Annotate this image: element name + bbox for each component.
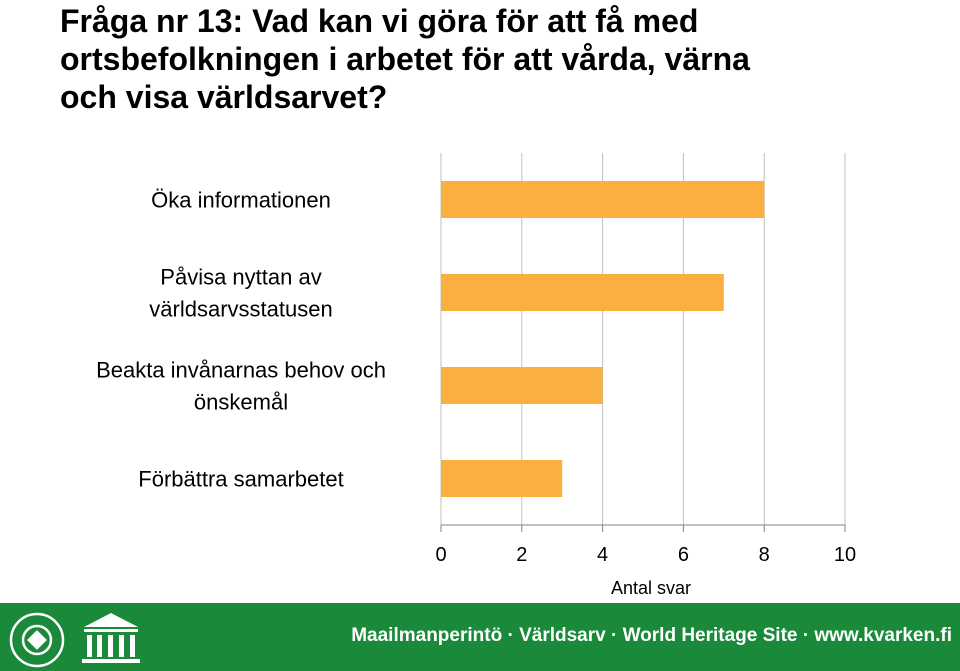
bar-1 [441,274,724,311]
x-tick-label-0: 0 [435,544,446,566]
footer-banner: Maailmanperintö · Världsarv · World Heri… [0,603,960,671]
category-label-2-line-1: önskemål [194,390,288,415]
bars [441,181,765,497]
category-labels: Öka informationen Påvisa nyttan av världsa… [96,188,386,492]
title-line-2: ortsbefolkningen i arbetet för att vårda… [60,41,750,77]
category-label-2: Beakta invånarnas behov och önskemål [96,358,386,415]
category-label-3-line-0: Förbättra samarbetet [138,467,343,492]
x-tick-label-3: 6 [678,544,689,566]
title-line-1: Fråga nr 13: Vad kan vi göra för att få … [60,3,699,39]
bar-2 [441,367,603,404]
bar-0 [441,181,765,218]
world-heritage-emblem-icon [9,612,65,668]
category-label-3: Förbättra samarbetet [138,467,343,492]
category-label-1: Påvisa nyttan av världsarvsstatusen [149,265,332,322]
x-axis-title: Antal svar [611,578,691,598]
category-label-1-line-1: världsarvsstatusen [149,297,332,322]
x-tick-label-2: 4 [597,544,608,566]
page-title: Fråga nr 13: Vad kan vi göra för att få … [60,2,940,116]
category-label-0-line-0: Öka informationen [151,188,331,213]
bar-3 [441,460,563,497]
category-label-2-line-0: Beakta invånarnas behov och [96,358,386,383]
category-label-0: Öka informationen [151,188,331,213]
x-tick-label-4: 8 [759,544,770,566]
x-axis: 0 2 4 6 8 10 [435,524,856,566]
title-line-3: och visa världsarvet? [60,79,388,115]
unesco-logo-icon [82,613,140,663]
footer-tagline: Maailmanperintö · Världsarv · World Heri… [351,625,952,646]
category-label-1-line-0: Påvisa nyttan av [160,265,321,290]
x-tick-label-5: 10 [834,544,856,566]
bar-chart: Öka informationen Påvisa nyttan av världsa… [96,153,856,598]
x-tick-label-1: 2 [516,544,527,566]
